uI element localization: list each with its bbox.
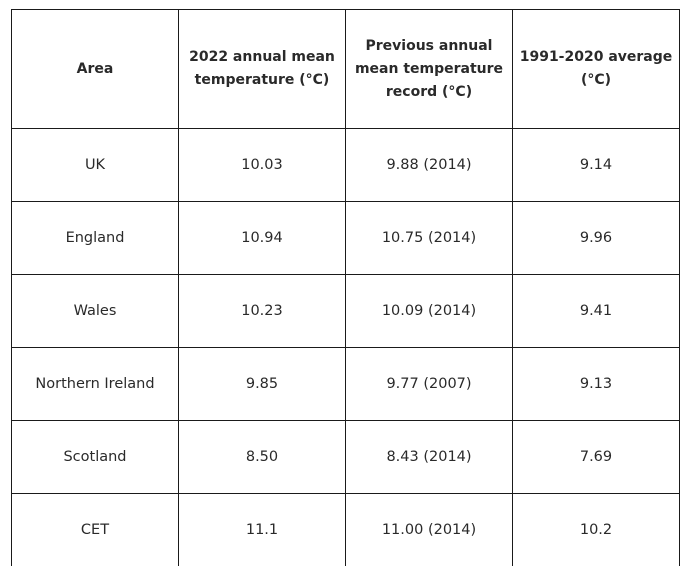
table-row: Northern Ireland 9.85 9.77 (2007) 9.13 xyxy=(11,347,680,421)
table-row: England 10.94 10.75 (2014) 9.96 xyxy=(11,201,680,275)
table-header-row: Area 2022 annual mean temperature (°C) P… xyxy=(11,9,680,129)
cell-previous-record: 11.00 (2014) xyxy=(345,493,513,566)
cell-average: 9.96 xyxy=(512,201,680,275)
cell-average: 9.14 xyxy=(512,128,680,202)
cell-area: Scotland xyxy=(11,420,179,494)
cell-2022-mean: 11.1 xyxy=(178,493,346,566)
cell-previous-record: 10.75 (2014) xyxy=(345,201,513,275)
table-row: CET 11.1 11.00 (2014) 10.2 xyxy=(11,493,680,566)
header-area: Area xyxy=(11,9,179,129)
cell-area: UK xyxy=(11,128,179,202)
cell-2022-mean: 8.50 xyxy=(178,420,346,494)
cell-previous-record: 10.09 (2014) xyxy=(345,274,513,348)
cell-previous-record: 9.88 (2014) xyxy=(345,128,513,202)
table-row: Wales 10.23 10.09 (2014) 9.41 xyxy=(11,274,680,348)
cell-average: 9.41 xyxy=(512,274,680,348)
cell-previous-record: 9.77 (2007) xyxy=(345,347,513,421)
cell-average: 9.13 xyxy=(512,347,680,421)
temperature-table-container: Area 2022 annual mean temperature (°C) P… xyxy=(11,9,680,569)
cell-average: 7.69 xyxy=(512,420,680,494)
table-row: UK 10.03 9.88 (2014) 9.14 xyxy=(11,128,680,202)
cell-area: Northern Ireland xyxy=(11,347,179,421)
cell-2022-mean: 10.03 xyxy=(178,128,346,202)
cell-area: CET xyxy=(11,493,179,566)
table-row: Scotland 8.50 8.43 (2014) 7.69 xyxy=(11,420,680,494)
cell-area: England xyxy=(11,201,179,275)
header-previous-record: Previous annual mean temperature record … xyxy=(345,9,513,129)
cell-average: 10.2 xyxy=(512,493,680,566)
header-1991-2020-average: 1991-2020 average (°C) xyxy=(512,9,680,129)
cell-2022-mean: 9.85 xyxy=(178,347,346,421)
cell-area: Wales xyxy=(11,274,179,348)
cell-2022-mean: 10.23 xyxy=(178,274,346,348)
cell-2022-mean: 10.94 xyxy=(178,201,346,275)
temperature-table: Area 2022 annual mean temperature (°C) P… xyxy=(11,9,680,566)
header-2022-mean: 2022 annual mean temperature (°C) xyxy=(178,9,346,129)
cell-previous-record: 8.43 (2014) xyxy=(345,420,513,494)
